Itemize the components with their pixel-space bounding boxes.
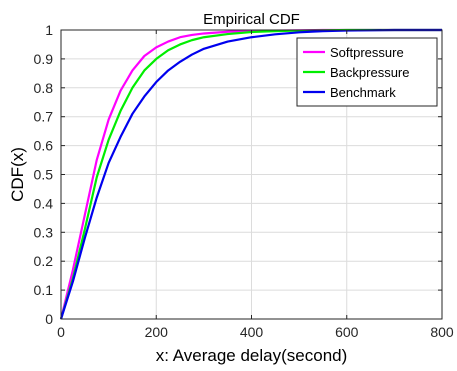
y-tick-label: 1	[45, 22, 53, 38]
y-tick-label: 0.3	[34, 224, 54, 240]
y-tick-label: 0.1	[34, 282, 54, 298]
x-axis-label: x: Average delay(second)	[156, 346, 348, 365]
legend-label-benchmark: Benchmark	[330, 85, 396, 100]
y-tick-label: 0.2	[34, 253, 54, 269]
x-tick-label: 600	[335, 324, 359, 340]
chart-title: Empirical CDF	[203, 11, 300, 28]
y-tick-label: 0.6	[34, 138, 54, 154]
y-tick-label: 0.9	[34, 51, 54, 67]
legend: Softpressure Backpressure Benchmark	[296, 37, 438, 107]
y-tick-label: 0.5	[34, 167, 54, 183]
series-line-benchmark	[59, 28, 442, 320]
x-tick-label: 800	[430, 324, 454, 340]
x-tick-label: 400	[240, 324, 264, 340]
y-tick-label: 0.7	[34, 109, 54, 125]
axis-ticks	[60, 29, 443, 320]
legend-label-softpressure: Softpressure	[330, 45, 404, 60]
y-tick-label: 0.4	[34, 195, 54, 211]
tick-labels: 0 200 400 600 800 0 0.1 0.2 0.3 0.4 0.5 0.6 0.7 0.8 0.…	[34, 22, 454, 340]
x-tick-label: 0	[57, 324, 65, 340]
y-axis-label: CDF(x)	[8, 147, 27, 202]
y-tick-label: 0.8	[34, 80, 54, 96]
legend-label-backpressure: Backpressure	[330, 65, 409, 80]
grid-lines	[60, 29, 443, 320]
y-tick-label: 0	[45, 311, 53, 327]
x-tick-label: 200	[145, 324, 169, 340]
